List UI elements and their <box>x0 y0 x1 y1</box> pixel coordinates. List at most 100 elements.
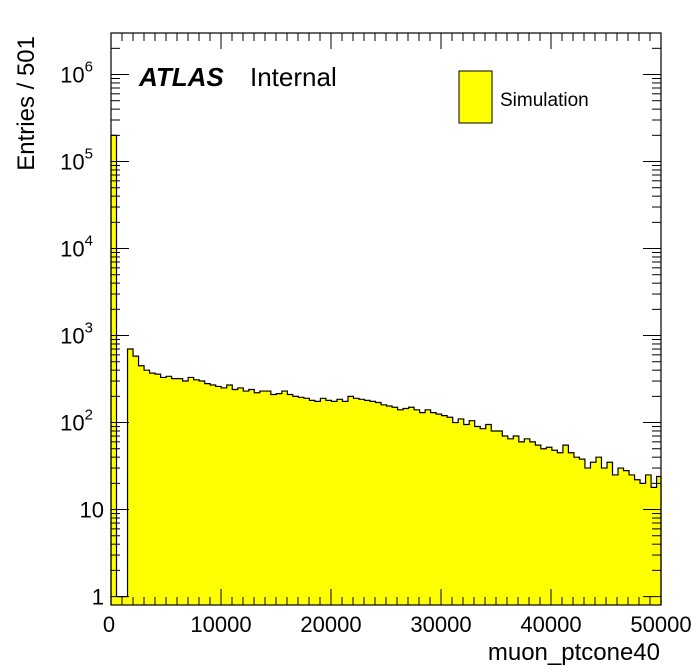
histogram-bar <box>353 398 360 605</box>
histogram-bar <box>364 400 371 605</box>
histogram-bar <box>138 365 145 605</box>
histogram-bar <box>386 405 393 605</box>
histogram-bar <box>480 428 487 605</box>
histogram-bar <box>524 438 531 605</box>
histogram-bars <box>111 135 662 605</box>
histogram-bar <box>634 479 641 605</box>
histogram-bar <box>259 391 266 605</box>
histogram-bar <box>485 424 492 605</box>
histogram-bar <box>276 393 283 605</box>
histogram-bar <box>606 462 613 605</box>
histogram-bar <box>243 391 250 605</box>
histogram-bar <box>325 400 332 605</box>
histogram-bar <box>347 396 354 605</box>
x-axis-ticks: 0 10000 20000 30000 40000 50000 <box>103 33 692 637</box>
histogram-bar <box>248 389 255 605</box>
histogram-bar <box>133 356 139 605</box>
histogram-bar <box>237 387 244 605</box>
histogram-bar <box>562 445 569 605</box>
histogram-bar <box>408 407 415 605</box>
histogram-outline <box>110 134 662 605</box>
histogram-bar <box>199 381 205 605</box>
x-tick-label: 40000 <box>520 612 581 637</box>
histogram-bar <box>513 436 520 605</box>
histogram-bar <box>342 401 349 605</box>
histogram-bar <box>474 426 481 605</box>
x-tick-label: 10000 <box>190 612 251 637</box>
histogram-bar <box>458 418 465 605</box>
histogram-bar <box>171 378 178 605</box>
histogram-bar <box>595 457 602 605</box>
histogram-bar <box>358 399 365 605</box>
histogram-bar <box>403 408 409 605</box>
histogram-bar <box>441 415 448 605</box>
x-tick-label: 50000 <box>630 612 691 637</box>
y-axis-ticks: 1 10 102 103 104 105 106 <box>60 32 661 610</box>
histogram-bar <box>221 387 228 605</box>
histogram-bar <box>502 436 509 605</box>
histogram-bar <box>507 438 514 605</box>
histogram-bar <box>469 420 476 605</box>
histogram-bar <box>232 389 239 605</box>
histogram-bar <box>287 394 294 605</box>
histogram-bar <box>155 374 161 605</box>
histogram-bar <box>557 452 564 605</box>
histogram-bar <box>551 450 558 605</box>
histogram-bar <box>651 487 657 605</box>
histogram-bar <box>314 401 321 605</box>
y-tick-label: 102 <box>60 407 93 436</box>
histogram-bar <box>430 412 437 605</box>
histogram-bar <box>425 409 431 605</box>
histogram-bar <box>160 377 167 605</box>
histogram-bar <box>149 373 156 605</box>
y-tick-label: 106 <box>60 59 93 88</box>
histogram-bar <box>303 398 310 605</box>
histogram-bar <box>535 445 542 605</box>
histogram-bar <box>463 424 470 605</box>
histogram-bar <box>127 349 134 605</box>
histogram-bar <box>116 596 123 605</box>
histogram-bar <box>397 409 404 605</box>
histogram-bar <box>518 441 525 605</box>
histogram-bar <box>584 468 591 605</box>
legend-label: Simulation <box>500 90 589 111</box>
histogram-bar <box>298 397 305 605</box>
x-axis-title: muon_ptcone40 <box>488 639 660 666</box>
histogram-bar <box>254 392 261 605</box>
y-tick-label: 10 <box>80 498 104 523</box>
histogram-bar <box>496 430 503 605</box>
histogram-bar <box>612 474 619 605</box>
histogram-bar <box>144 370 150 605</box>
histogram-bar <box>573 457 580 605</box>
histogram-bar <box>336 399 343 605</box>
histogram-bar <box>618 468 624 605</box>
histogram-bar <box>309 400 316 605</box>
histogram-bar <box>623 470 630 605</box>
histogram-bar <box>122 596 128 605</box>
internal-label: Internal <box>250 62 337 92</box>
histogram-bar <box>590 462 597 605</box>
y-tick-label: 1 <box>92 585 104 610</box>
histogram-bar <box>265 391 272 605</box>
histogram-bar <box>447 417 453 605</box>
histogram-bar <box>579 459 586 605</box>
histogram-bar <box>392 407 398 605</box>
histogram-bar <box>193 379 200 605</box>
histogram-bar <box>226 385 233 605</box>
y-axis-title: Entries / 501 <box>13 36 40 171</box>
histogram-bar <box>210 385 217 605</box>
histogram-bar <box>281 391 288 605</box>
histogram-bar <box>182 381 189 605</box>
y-tick-label: 105 <box>60 146 93 175</box>
y-tick-label: 104 <box>60 233 93 262</box>
histogram-bar <box>640 483 646 605</box>
histogram-bar <box>601 468 608 605</box>
x-tick-label: 30000 <box>410 612 471 637</box>
histogram-bar <box>436 414 442 605</box>
histogram-bar <box>166 376 172 605</box>
histogram-bar <box>215 386 222 605</box>
histogram-bar <box>292 396 299 605</box>
legend-swatch <box>458 70 493 124</box>
histogram-bar <box>656 476 662 605</box>
